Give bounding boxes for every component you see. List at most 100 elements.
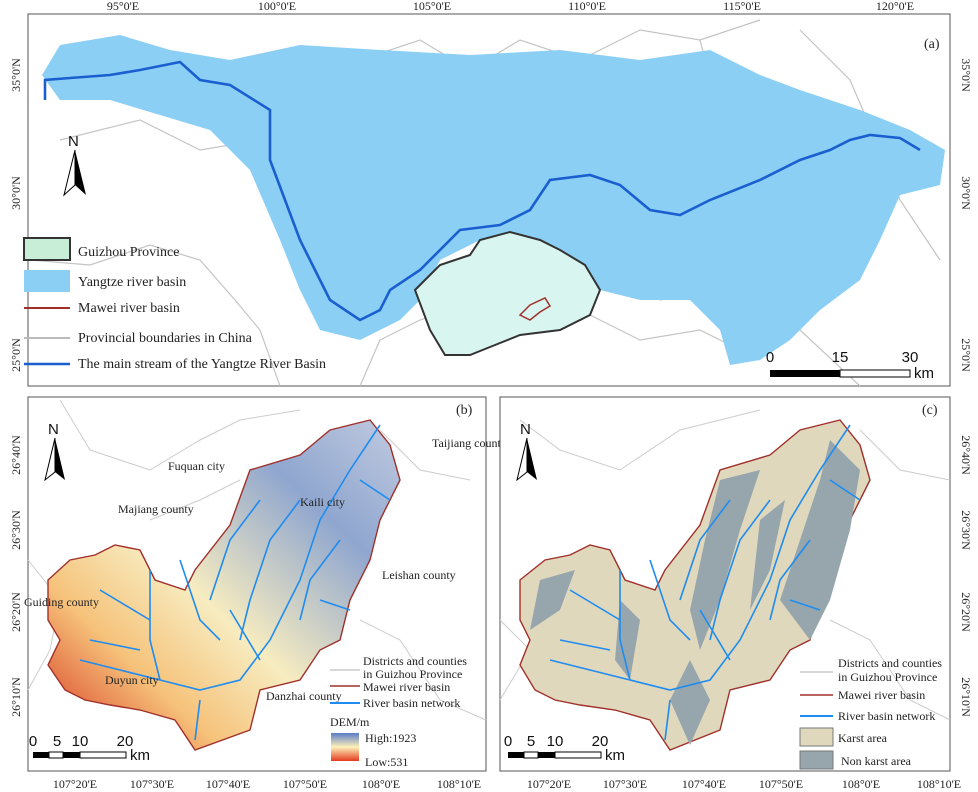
mawei-basin-outline xyxy=(518,297,552,321)
scale-bar-a: 0 15 30 km xyxy=(766,349,934,382)
map-text: 10 xyxy=(72,733,89,750)
river-network-c xyxy=(549,424,861,741)
north-arrow-a: N xyxy=(63,133,86,197)
map-text: 25°0'N xyxy=(9,338,23,372)
panel-c: (c) N Districts and counties in Guizhou … xyxy=(499,396,973,791)
map-text: N xyxy=(68,133,79,150)
lat-ticks-a: 35°0'N 30°0'N 25°0'N 35°0'N 30°0'N 25°0'… xyxy=(9,58,973,372)
map-text: 26°10'N xyxy=(9,677,23,717)
map-text: 26°30'N xyxy=(959,510,973,550)
north-arrow-c: N xyxy=(516,421,537,482)
non-karst-areas xyxy=(530,440,860,745)
map-text: 110°0'E xyxy=(568,0,606,13)
map-text: 5 xyxy=(527,733,535,750)
map-text: 0 xyxy=(29,733,37,750)
map-text: in Guizhou Province xyxy=(363,667,462,681)
legend-c: Districts and counties in Guizhou Provin… xyxy=(799,656,942,770)
panel-b-label: (b) xyxy=(456,403,473,418)
map-text: Mawei river basin xyxy=(78,301,180,316)
map-text: River basin network xyxy=(838,709,935,723)
map-text: Districts and counties xyxy=(363,654,467,668)
yangtze-mainstream xyxy=(43,60,921,322)
map-text: km xyxy=(914,365,934,382)
map-text: 30°0'N xyxy=(9,176,23,210)
north-arrow-b: N xyxy=(44,421,65,482)
map-text: 10 xyxy=(547,733,564,750)
map-text: N xyxy=(520,421,531,438)
map-text: 26°40'N xyxy=(959,435,973,475)
scale-bar-c: 0 5 10 20 km xyxy=(504,733,625,764)
map-text: Guiding county xyxy=(24,595,99,609)
map-text: 35°0'N xyxy=(9,58,23,92)
lon-ticks-c: 107°20'E 107°30'E 107°40'E 107°50'E 108°… xyxy=(527,777,961,791)
map-text: Non karst area xyxy=(841,754,912,768)
panel-c-label: (c) xyxy=(922,403,938,418)
map-text: 20 xyxy=(592,733,609,750)
map-text: 35°0'N xyxy=(959,58,973,92)
map-text: 107°30'E xyxy=(130,777,174,791)
mawei-basin-dem xyxy=(47,419,401,751)
map-text: 0 xyxy=(766,349,774,366)
lat-ticks-c: 26°40'N 26°30'N 26°20'N 26°10'N xyxy=(959,435,973,717)
map-text: High:1923 xyxy=(365,731,416,745)
lat-ticks-b: 26°40'N 26°30'N 26°20'N 26°10'N xyxy=(9,435,23,717)
map-text: Districts and counties xyxy=(838,656,942,670)
map-text: 108°0'E xyxy=(842,777,880,791)
map-text: Provincial boundaries in China xyxy=(78,331,253,346)
map-text: 26°20'N xyxy=(959,592,973,632)
map-text: 26°40'N xyxy=(9,435,23,475)
map-text: 108°10'E xyxy=(437,777,481,791)
map-text: Karst area xyxy=(838,731,888,745)
map-text: 107°30'E xyxy=(603,777,647,791)
map-text: 15 xyxy=(832,349,849,366)
panel-a-label: (a) xyxy=(924,37,940,52)
map-text: N xyxy=(48,421,59,438)
yangtze-basin xyxy=(42,35,945,365)
map-text: 95°0'E xyxy=(107,0,139,13)
map-text: Duyun city xyxy=(105,673,159,687)
map-text: Yangtze river basin xyxy=(78,275,186,290)
legend-b: Districts and counties in Guizhou Provin… xyxy=(330,654,467,769)
legend-a: Guizhou Province Yangtze river basin Maw… xyxy=(23,237,326,372)
map-text: 107°50'E xyxy=(283,777,327,791)
panel-b: Fuquan city Taijiang county Kaili city M… xyxy=(9,396,507,791)
scale-bar-b: 0 5 10 20 km xyxy=(29,733,150,764)
map-text: 107°40'E xyxy=(682,777,726,791)
guizhou-province xyxy=(413,230,602,356)
map-text: km xyxy=(130,747,150,764)
map-text: Mawei river basin xyxy=(838,688,925,702)
map-text: 30 xyxy=(902,349,919,366)
map-text: 120°0'E xyxy=(876,0,914,13)
map-text: km xyxy=(605,747,625,764)
map-text: River basin network xyxy=(363,696,460,710)
map-text: 107°40'E xyxy=(206,777,250,791)
map-text: Leishan county xyxy=(382,568,456,582)
map-text: 25°0'N xyxy=(959,338,973,372)
map-text: 107°20'E xyxy=(527,777,571,791)
map-text: 26°10'N xyxy=(959,677,973,717)
map-text: Guizhou Province xyxy=(78,245,179,260)
map-text: 108°10'E xyxy=(917,777,961,791)
map-text: 107°20'E xyxy=(53,777,97,791)
map-text: 26°30'N xyxy=(9,510,23,550)
map-text: 100°0'E xyxy=(258,0,296,13)
map-text: Kaili city xyxy=(300,495,345,509)
map-text: 5 xyxy=(53,733,61,750)
map-text: 105°0'E xyxy=(413,0,451,13)
map-text: in Guizhou Province xyxy=(838,670,937,684)
lon-ticks-b: 107°20'E 107°30'E 107°40'E 107°50'E 108°… xyxy=(53,777,481,791)
map-text: 0 xyxy=(504,733,512,750)
lon-ticks-a: 95°0'E 100°0'E 105°0'E 110°0'E 115°0'E 1… xyxy=(107,0,914,13)
map-text: Majiang county xyxy=(118,502,194,516)
map-text: 26°20'N xyxy=(9,592,23,632)
map-text: Taijiang county xyxy=(432,436,507,450)
river-network-b xyxy=(79,424,391,741)
map-text: Fuquan city xyxy=(168,459,225,473)
place-labels-b: Fuquan city Taijiang county Kaili city M… xyxy=(24,436,507,703)
map-text: The main stream of the Yangtze River Bas… xyxy=(78,357,326,372)
map-text: 108°0'E xyxy=(362,777,400,791)
map-text: Danzhai county xyxy=(266,689,342,703)
map-text: 20 xyxy=(117,733,134,750)
map-text: 107°50'E xyxy=(759,777,803,791)
map-text: Mawei river basin xyxy=(363,680,450,694)
